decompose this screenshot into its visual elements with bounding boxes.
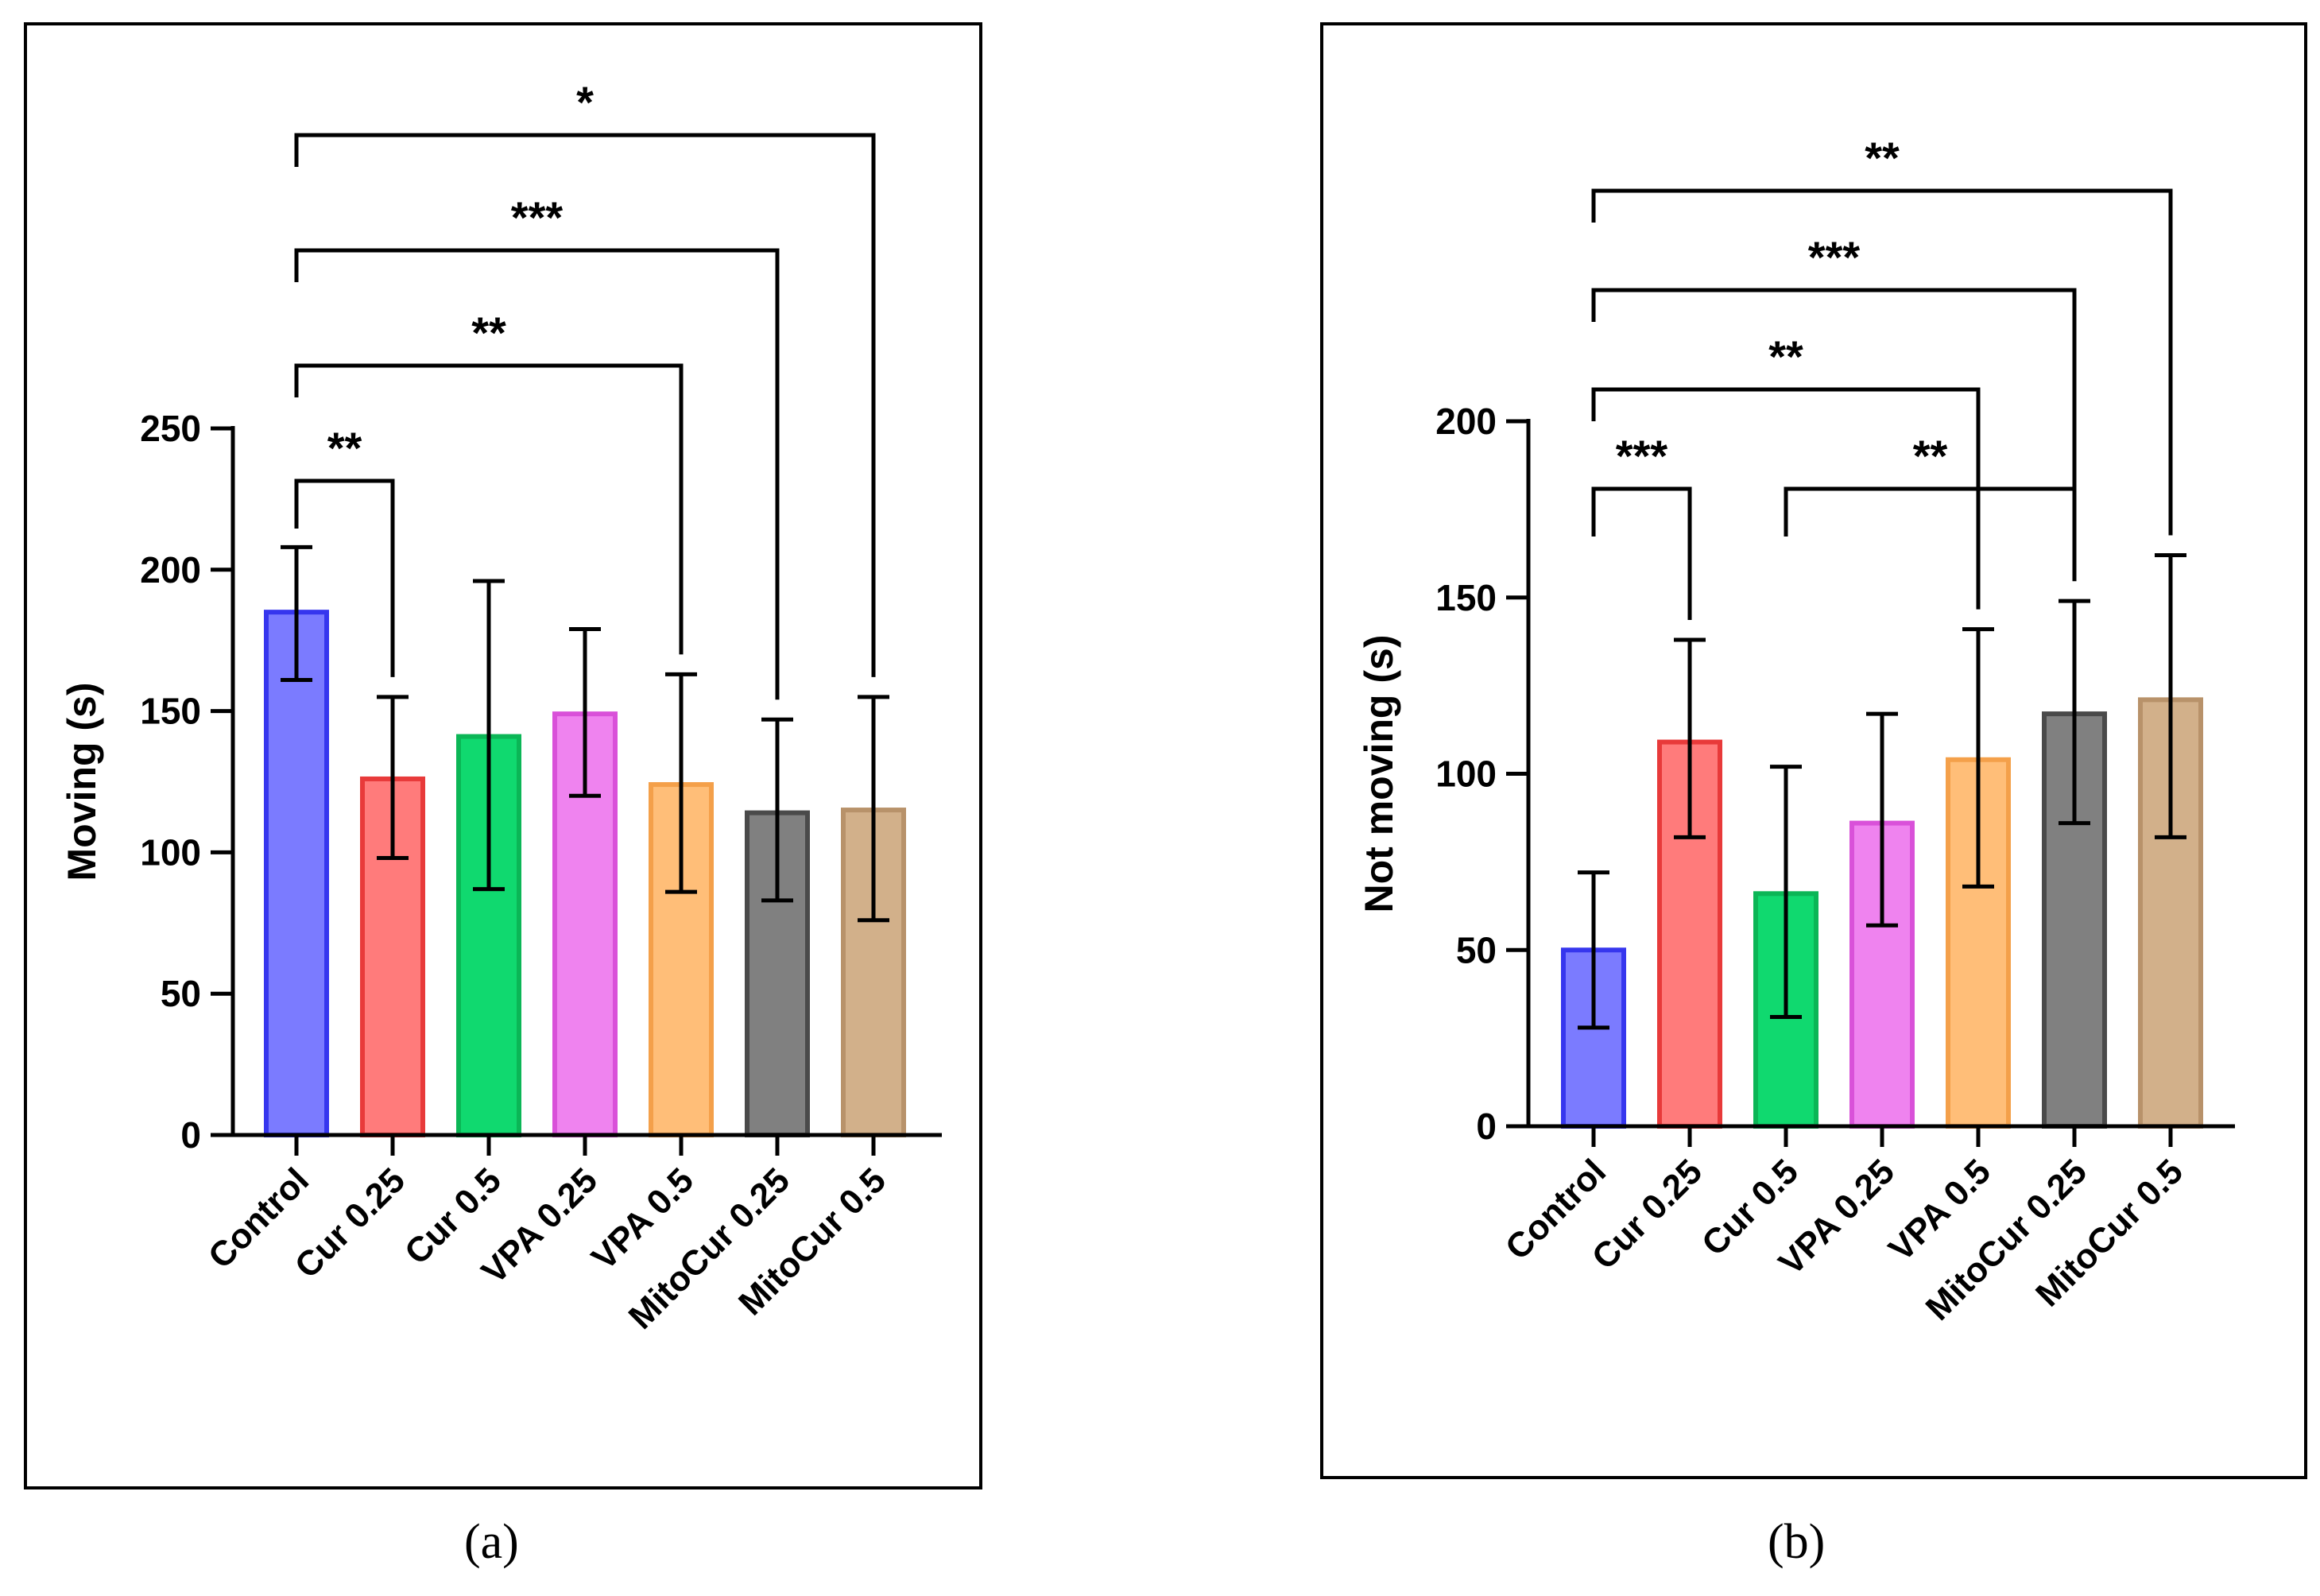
panel-a-significance-bracket-control-cur-0-25 [294, 478, 395, 677]
panel-b-significance-bracket-control-cur-0-25 [1591, 486, 1692, 620]
panel-b-y-tick-label: 0 [1476, 1106, 1497, 1147]
panel-b-y-axis-title: Not moving (s) [1357, 635, 1401, 913]
panel-a-y-tick-label: 0 [180, 1114, 201, 1156]
panel-b-significance-label-cur-0-5-mitocur-0-25: ** [1913, 431, 1948, 481]
panel-b-significance-label-control-mitocur-0-25: *** [1808, 232, 1861, 282]
panel-b-significance-bracket-control-mitocur-0-5 [1591, 188, 2173, 536]
panel-a-y-axis-title: Moving (s) [60, 683, 104, 881]
panel-a-significance-label-control-cur-0-25: ** [327, 423, 362, 473]
panel-a-y-tick-label: 250 [140, 408, 201, 449]
panel-a-significance-label-control-vpa-0-5: ** [471, 308, 506, 358]
panel-a-y-tick-label: 150 [140, 691, 201, 732]
panel-b-significance-bracket-control-vpa-0-5 [1591, 387, 1981, 610]
panel-a-significance-bracket-control-mitocur-0-25 [294, 248, 780, 700]
panel-a-significance-bracket-control-mitocur-0-5 [294, 133, 876, 677]
panel-a-significance-bracket-control-vpa-0-5 [294, 363, 684, 655]
panel-a-significance-label-control-mitocur-0-25: *** [511, 192, 564, 242]
panel-b-significance-bracket-cur-0-5-mitocur-0-25 [1784, 486, 2077, 582]
panel-b-y-tick-label: 200 [1435, 401, 1497, 442]
panel-b-caption: (b) [1768, 1515, 1826, 1569]
panel-a-caption: (a) [464, 1515, 519, 1569]
panel-a-y-tick-label: 50 [161, 973, 201, 1014]
panel-b-y-tick-label: 150 [1435, 577, 1497, 618]
panel-b-significance-label-control-mitocur-0-5: ** [1865, 133, 1900, 183]
panel-b-significance-bracket-control-mitocur-0-25 [1591, 288, 2077, 582]
panel-b-significance-label-control-vpa-0-5: ** [1768, 331, 1803, 382]
panel-b-y-tick-label: 100 [1435, 753, 1497, 795]
panel-b-significance-label-control-cur-0-25: *** [1616, 431, 1668, 481]
panel-b-y-tick-label: 50 [1456, 929, 1497, 970]
panel-a-y-tick-label: 100 [140, 831, 201, 873]
panel-a-significance-label-control-mitocur-0-5: * [576, 77, 594, 127]
panel-a-bar-cur-0-5 [456, 734, 521, 1137]
panel-a-y-tick-label: 200 [140, 549, 201, 591]
panel-a-bar-control [264, 610, 329, 1137]
